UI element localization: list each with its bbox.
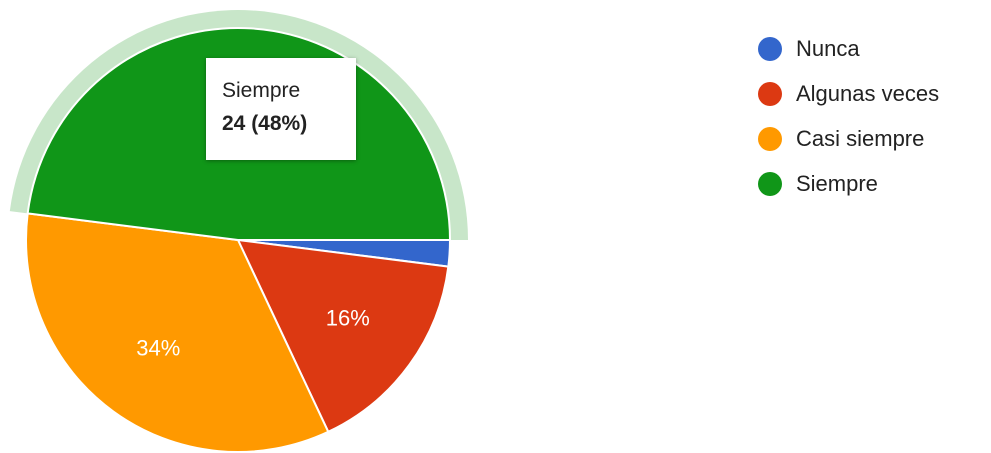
tooltip-slice-value: 24 (48%) (222, 112, 308, 135)
legend-swatch-siempre (758, 171, 782, 196)
slice-tooltip: Siempre 24 (48%) (206, 58, 356, 160)
legend-item-casi-siempre[interactable]: Casi siempre (758, 116, 939, 161)
legend-item-siempre[interactable]: Siempre (758, 161, 939, 206)
slice-label-casi-siempre: 34% (136, 336, 180, 361)
legend-item-algunas-veces[interactable]: Algunas veces (758, 71, 939, 116)
legend-label-siempre: Siempre (796, 170, 878, 196)
pie-slice-algunas-veces[interactable] (237, 239, 450, 433)
pie-slice-casi-siempre[interactable] (25, 212, 330, 453)
slice-label-algunas-veces: 16% (326, 306, 370, 331)
legend-label-nunca: Nunca (796, 35, 860, 61)
legend-swatch-casi-siempre (758, 126, 782, 151)
legend-swatch-algunas-veces (758, 81, 782, 106)
legend-swatch-nunca (758, 36, 782, 61)
legend-item-nunca[interactable]: Nunca (758, 26, 939, 71)
chart-legend: Nunca Algunas veces Casi siempre Siempre (758, 26, 939, 206)
legend-label-casi-siempre: Casi siempre (796, 125, 925, 151)
legend-label-algunas-veces: Algunas veces (796, 80, 940, 106)
tooltip-slice-name: Siempre (222, 79, 301, 102)
